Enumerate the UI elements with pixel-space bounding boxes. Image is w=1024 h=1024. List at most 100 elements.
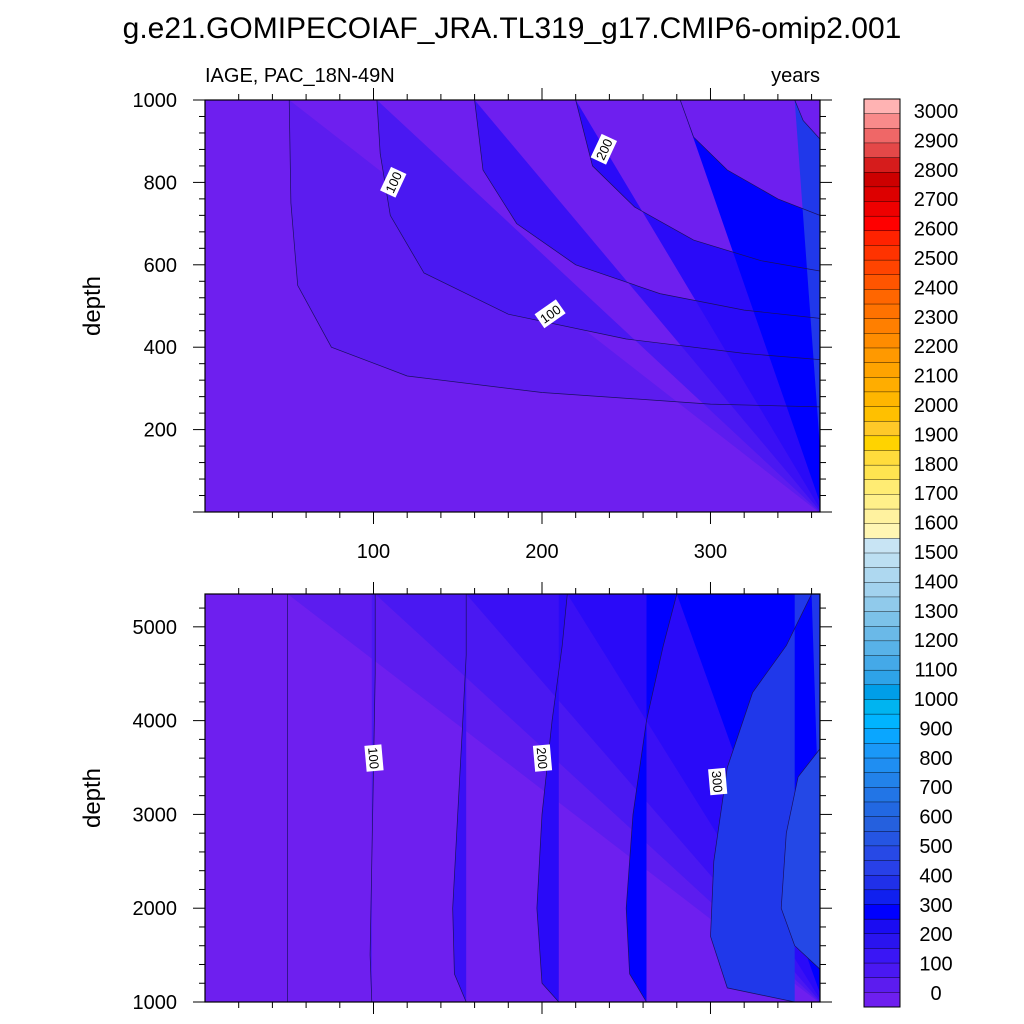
colorbar-swatch: [863, 933, 901, 949]
colorbar-label: 1900: [914, 424, 959, 446]
contour-label: 100: [380, 166, 407, 198]
figure-title: g.e21.GOMIPECOIAF_JRA.TL319_g17.CMIP6-om…: [123, 12, 902, 45]
contour-label: 200: [532, 744, 553, 772]
colorbar-label: 2900: [914, 130, 959, 152]
colorbar-swatch: [863, 831, 901, 847]
colorbar-swatch: [863, 977, 901, 993]
colorbar-swatch: [863, 567, 901, 583]
contour-line: [710, 594, 812, 1002]
colorbar-label: 1700: [914, 483, 959, 505]
contour-line: [474, 100, 820, 319]
colorbar-swatch: [863, 948, 901, 964]
colorbar-swatch: [863, 157, 901, 173]
bottom-panel: 100 200 300 1000 2000 3000 4000 5000 depth: [79, 582, 832, 1014]
y-axis-label: depth: [79, 768, 106, 828]
colorbar-swatch: [863, 713, 901, 730]
y-tick-label: 600: [144, 255, 177, 277]
colorbar-label: 1400: [914, 571, 959, 593]
contour-line: [536, 594, 568, 1002]
colorbar-label: 2000: [914, 395, 959, 417]
colorbar-swatch: [863, 128, 901, 144]
colorbar-swatch: [863, 274, 901, 290]
colorbar-label: 1100: [914, 660, 957, 682]
colorbar-swatch: [863, 538, 901, 554]
colorbar-label: 300: [919, 895, 952, 917]
colorbar-swatch: [863, 464, 901, 481]
colorbar-swatch: [863, 860, 901, 876]
colorbar-label: 2400: [914, 277, 959, 299]
colorbar: 3000290028002700260025002400230022002100…: [863, 98, 959, 1008]
y-tick-label: 1000: [133, 90, 178, 112]
plot-frame: [204, 593, 821, 1003]
colorbar-label: 2600: [914, 219, 959, 241]
y-axis-label: depth: [79, 276, 106, 336]
colorbar-swatch: [863, 816, 901, 832]
colorbar-swatch: [863, 362, 901, 378]
y-tick-label: 3000: [133, 804, 178, 826]
colorbar-swatch: [863, 113, 901, 129]
colorbar-swatch: [863, 699, 901, 715]
fill-region: [376, 100, 820, 512]
contour-label-text: 200: [534, 747, 551, 770]
colorbar-swatch: [863, 377, 901, 393]
colorbar-swatch: [863, 420, 901, 437]
contour-label-bg: [708, 767, 728, 796]
colorbar-label: 2100: [914, 366, 959, 388]
colorbar-swatch: [863, 333, 901, 349]
colorbar-label: 2200: [914, 336, 959, 358]
colorbar-label: 2800: [914, 160, 959, 182]
colorbar-swatch: [863, 626, 901, 642]
contour-label-bg: [534, 299, 566, 329]
contour-line: [288, 100, 820, 408]
colorbar-label: 1600: [914, 513, 959, 535]
colorbar-swatch: [863, 201, 901, 217]
colorbar-swatch: [863, 743, 901, 759]
contour-line: [369, 594, 376, 1002]
colorbar-swatch: [863, 611, 901, 627]
contour-label-bg: [532, 744, 553, 772]
fill-region: [794, 100, 820, 449]
colorbar-swatch: [863, 406, 901, 422]
colorbar-label: 2300: [914, 307, 959, 329]
fill-region: [781, 748, 820, 970]
contour-line: [376, 100, 820, 360]
right-subtitle: years: [771, 65, 820, 87]
colorbar-swatch: [863, 508, 901, 525]
colorbar-swatch: [863, 552, 901, 569]
x-tick-label: 300: [694, 541, 727, 563]
colorbar-swatch: [863, 728, 901, 744]
colorbar-label: 1500: [914, 542, 959, 564]
colorbar-swatch: [863, 289, 901, 305]
colorbar-swatch: [863, 582, 901, 598]
colorbar-swatch: [863, 640, 901, 657]
colorbar-label: 800: [919, 748, 952, 770]
colorbar-label: 900: [919, 718, 952, 740]
y-tick-label: 4000: [133, 711, 178, 733]
colorbar-swatch: [863, 172, 901, 188]
colorbar-swatch: [863, 845, 901, 862]
colorbar-swatch: [863, 259, 901, 276]
colorbar-label: 1200: [914, 630, 959, 652]
colorbar-label: 500: [919, 836, 952, 858]
contour-line: [575, 100, 820, 272]
x-tick-label: 100: [357, 541, 390, 563]
colorbar-label: 3000: [914, 101, 959, 123]
contour-line: [794, 100, 820, 140]
colorbar-swatch: [863, 230, 901, 246]
colorbar-label: 700: [919, 777, 952, 799]
contour-lines: [287, 594, 820, 1002]
colorbar-label: 1800: [914, 454, 959, 476]
colorbar-swatch: [863, 992, 901, 1008]
colorbar-label: 400: [919, 865, 952, 887]
fill-region: [680, 100, 820, 503]
contour-line: [679, 100, 820, 216]
colorbar-swatch: [863, 435, 901, 451]
colorbar-swatch: [863, 142, 901, 159]
x-tick-label: 200: [525, 541, 558, 563]
colorbar-swatch: [863, 655, 901, 671]
contour-label-bg: [380, 166, 407, 198]
contour-label: 200: [590, 133, 618, 165]
colorbar-label: 100: [919, 954, 952, 976]
contour-line: [780, 748, 820, 970]
